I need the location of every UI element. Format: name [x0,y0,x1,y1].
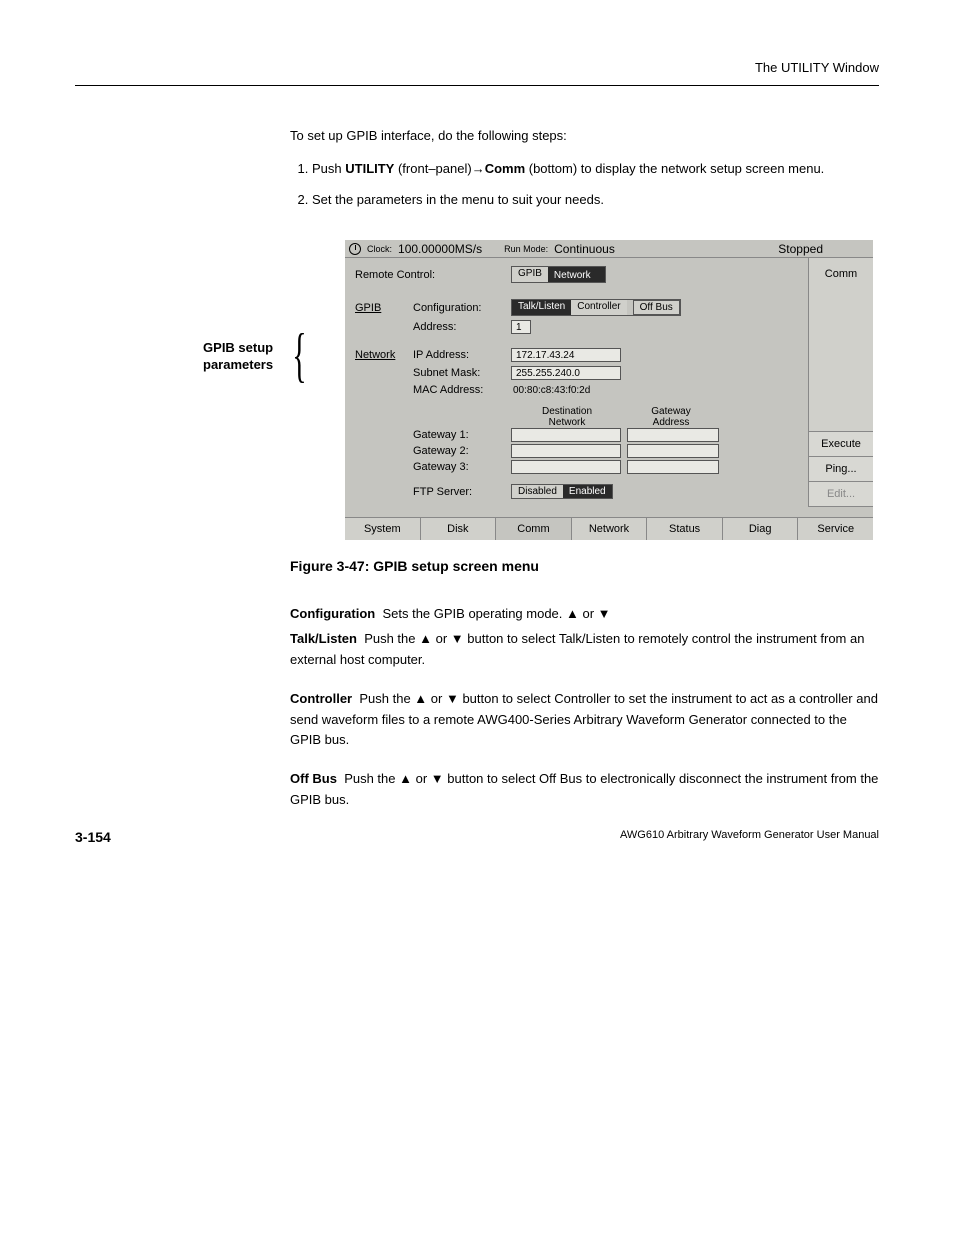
config-selector[interactable]: Talk/Listen Controller Off Bus [511,299,681,316]
brace-label: GPIB setupparameters [203,340,273,374]
ftp-label: FTP Server: [413,486,511,498]
config-talklisten: Talk/Listen Push the ▲ or ▼ button to se… [290,629,879,671]
updown-icon: ▲ or ▼ [414,689,459,710]
cfg-talklisten[interactable]: Talk/Listen [512,300,571,315]
footer-doc: AWG610 Arbitrary Waveform Generator User… [75,829,879,841]
gw2-addr[interactable] [627,444,719,458]
config-offbus: Off Bus Push the ▲ or ▼ button to select… [290,769,879,811]
status-value: Stopped [778,242,823,256]
gw1-label: Gateway 1: [413,429,511,441]
cfg-offbus[interactable]: Off Bus [633,300,680,315]
ftp-selector[interactable]: Disabled Enabled [511,484,613,499]
gw1-dest[interactable] [511,428,621,442]
address-value[interactable]: 1 [511,320,531,334]
gw3-label: Gateway 3: [413,461,511,473]
gateway-address-header: Gateway Address [623,406,719,428]
tab-comm[interactable]: Comm [496,518,572,540]
config-label: Configuration: [413,302,511,314]
mac-label: MAC Address: [413,384,511,396]
ping-button[interactable]: Ping... [809,457,873,482]
gw3-addr[interactable] [627,460,719,474]
gpib-heading: GPIB [355,302,413,314]
header-rule [75,85,879,86]
tab-disk[interactable]: Disk [421,518,497,540]
figure-caption: Figure 3-47: GPIB setup screen menu [290,558,879,574]
clock-icon [349,243,361,255]
address-label: Address: [413,321,511,333]
config-controller: Controller Push the ▲ or ▼ button to sel… [290,689,879,751]
tab-status[interactable]: Status [647,518,723,540]
clock-label: Clock: [367,244,392,254]
brace: { [292,332,306,378]
subnet-label: Subnet Mask: [413,367,511,379]
runmode-label: Run Mode: [504,244,548,254]
header-title: The UTILITY Window [75,60,879,75]
runmode-value: Continuous [554,242,615,256]
tab-network[interactable]: Network [572,518,648,540]
tab-system[interactable]: System [345,518,421,540]
tab-service[interactable]: Service [798,518,873,540]
bottom-tabs: System Disk Comm Network Status Diag Ser… [345,517,873,540]
updown-icon: ▲ or ▼ [399,769,444,790]
gw2-dest[interactable] [511,444,621,458]
gw1-addr[interactable] [627,428,719,442]
step-1: Push UTILITY (front–panel)→Comm (bottom)… [312,159,879,180]
subnet-value[interactable]: 255.255.240.0 [511,366,621,380]
updown-icon: ▲ or ▼ [566,604,611,625]
execute-button[interactable]: Execute [809,431,873,457]
cfg-controller[interactable]: Controller [571,300,626,315]
mac-value: 00:80:c8:43:f0:2d [511,385,590,396]
updown-icon: ▲ or ▼ [419,629,464,650]
network-indicator-icon [593,269,603,279]
ftp-disabled[interactable]: Disabled [512,485,563,498]
gw2-label: Gateway 2: [413,445,511,457]
topbar: Clock: 100.00000MS/s Run Mode: Continuou… [345,240,873,258]
gw3-dest[interactable] [511,460,621,474]
step-2: Set the parameters in the menu to suit y… [312,190,879,211]
config-head: Configuration Sets the GPIB operating mo… [290,604,879,625]
ftp-enabled[interactable]: Enabled [563,485,612,498]
remote-control-label: Remote Control: [355,269,511,281]
rc-gpib[interactable]: GPIB [512,267,548,282]
ip-value[interactable]: 172.17.43.24 [511,348,621,362]
side-title: Comm [809,258,873,431]
network-heading: Network [355,349,413,361]
remote-control-selector[interactable]: GPIB Network [511,266,606,283]
tab-diag[interactable]: Diag [723,518,799,540]
instrument-screen: Clock: 100.00000MS/s Run Mode: Continuou… [345,240,873,540]
ip-label: IP Address: [413,349,511,361]
rc-network[interactable]: Network [548,267,605,282]
intro-lead: To set up GPIB interface, do the followi… [290,126,879,147]
edit-button[interactable]: Edit... [809,482,873,507]
dest-network-header: Destination Network [511,406,623,428]
clock-value: 100.00000MS/s [398,242,482,256]
